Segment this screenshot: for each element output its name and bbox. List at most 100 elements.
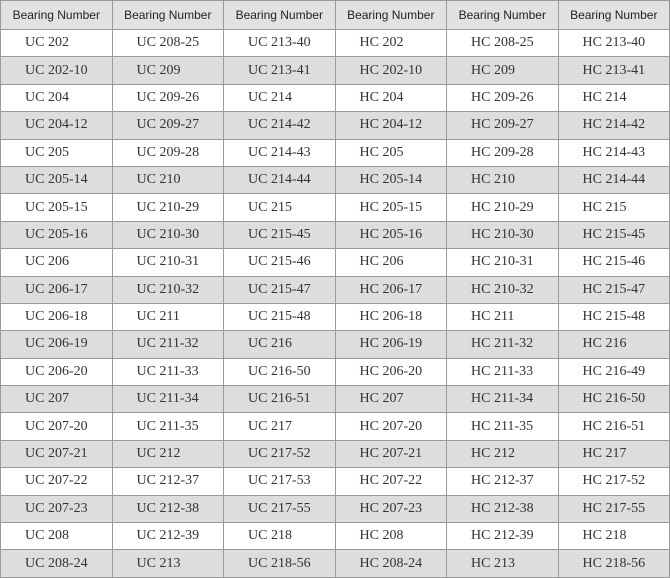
table-cell: UC 205	[0, 138, 113, 167]
table-row: UC 204-12 UC 209-27 UC 214-42 HC 204-12 HC 2…	[0, 111, 670, 140]
table-cell: UC 217-55	[223, 494, 336, 524]
table-cell: HC 209-26	[446, 83, 559, 113]
table-cell: HC 209-28	[446, 138, 559, 167]
table-cell: UC 206-19	[0, 330, 113, 359]
table-cell: UC 215	[223, 193, 336, 222]
table-row: UC 206-17 UC 210-32 UC 215-47 HC 206-17 HC 2…	[0, 275, 670, 304]
table-row: UC 205 UC 209-28 UC 214-43 HC 205 HC 209-28 H…	[0, 138, 670, 167]
table-row: UC 208-24 UC 213 UC 218-56 HC 208-24 HC 213 H…	[0, 549, 670, 578]
table-cell: HC 215-45	[557, 220, 670, 250]
table-cell: HC 210-29	[446, 193, 559, 222]
table-cell: HC 217-55	[557, 494, 670, 524]
table-cell: UC 206-17	[0, 275, 113, 304]
table-cell: UC 207-23	[0, 494, 113, 524]
table-cell: UC 204-12	[0, 111, 113, 140]
table-cell: HC 215	[557, 193, 670, 222]
table-cell: UC 210	[111, 165, 224, 195]
table-cell: HC 213	[446, 549, 559, 578]
table-cell: HC 210	[446, 165, 559, 195]
table-cell: UC 204	[0, 83, 113, 113]
table-cell: UC 206-18	[0, 302, 113, 332]
table-cell: HC 215-47	[557, 275, 670, 304]
table-cell: HC 213-40	[557, 28, 670, 58]
table-cell: HC 213-41	[557, 56, 670, 85]
table-cell: UC 207	[0, 385, 113, 414]
table-cell: UC 213	[111, 549, 224, 578]
column-header: Bearing Number	[0, 0, 113, 30]
table-row: UC 206-20 UC 211-33 UC 216-50 HC 206-20 HC 2…	[0, 357, 670, 387]
table-cell: HC 217	[557, 439, 670, 469]
table-cell: UC 215-45	[223, 220, 336, 250]
table-cell: HC 218	[557, 522, 670, 551]
table-cell: HC 211-34	[446, 385, 559, 414]
table-cell: UC 216-51	[223, 385, 336, 414]
table-cell: HC 205-16	[334, 220, 447, 250]
table-cell: HC 212-38	[446, 494, 559, 524]
table-row: UC 202-10 UC 209 UC 213-41 HC 202-10 HC 209 H…	[0, 56, 670, 85]
table-cell: HC 212	[446, 439, 559, 469]
column-header: Bearing Number	[223, 0, 336, 30]
table-cell: UC 210-30	[111, 220, 224, 250]
column-header: Bearing Number	[446, 0, 559, 30]
table-row: UC 207-23 UC 212-38 UC 217-55 HC 207-23 HC 2…	[0, 494, 670, 524]
table-cell: UC 213-41	[223, 56, 336, 85]
table-cell: UC 207-21	[0, 439, 113, 469]
table-cell: UC 211	[111, 302, 224, 332]
table-cell: UC 210-32	[111, 275, 224, 304]
column-header: Bearing Number	[557, 0, 670, 30]
table-row: UC 207-20 UC 211-35 UC 217 HC 207-20 HC 211-…	[0, 412, 670, 441]
table-cell: UC 217-53	[223, 467, 336, 496]
table-cell: UC 208	[0, 522, 113, 551]
table-cell: UC 217	[223, 412, 336, 441]
table-cell: UC 212-38	[111, 494, 224, 524]
table-cell: HC 205	[334, 138, 447, 167]
table-cell: UC 214-42	[223, 111, 336, 140]
table-cell: HC 206-20	[334, 357, 447, 387]
table-row: UC 205-15 UC 210-29 UC 215 HC 205-15 HC 210-…	[0, 193, 670, 222]
table-cell: UC 211-33	[111, 357, 224, 387]
table-cell: UC 208-25	[111, 28, 224, 58]
table-cell: HC 202-10	[334, 56, 447, 85]
table-row: UC 206-19 UC 211-32 UC 216 HC 206-19 HC 211-…	[0, 330, 670, 359]
table-row: UC 204 UC 209-26 UC 214 HC 204 HC 209-26 HC 2…	[0, 83, 670, 113]
table-cell: UC 207-22	[0, 467, 113, 496]
table-cell: HC 208-25	[446, 28, 559, 58]
table-cell: HC 207-22	[334, 467, 447, 496]
table-cell: UC 209-27	[111, 111, 224, 140]
table-row: UC 205-16 UC 210-30 UC 215-45 HC 205-16 HC 2…	[0, 220, 670, 250]
table-row: UC 207 UC 211-34 UC 216-51 HC 207 HC 211-34 H…	[0, 385, 670, 414]
table-cell: UC 212-39	[111, 522, 224, 551]
table-row: UC 208 UC 212-39 UC 218 HC 208 HC 212-39 HC 2…	[0, 522, 670, 551]
table-cell: UC 209-28	[111, 138, 224, 167]
table-cell: HC 216-50	[557, 385, 670, 414]
table-cell: UC 215-46	[223, 248, 336, 277]
table-cell: HC 216	[557, 330, 670, 359]
table-cell: UC 216	[223, 330, 336, 359]
table-cell: HC 215-48	[557, 302, 670, 332]
table-cell: UC 215-47	[223, 275, 336, 304]
table-cell: HC 207-21	[334, 439, 447, 469]
table-cell: HC 216-51	[557, 412, 670, 441]
table-cell: HC 204	[334, 83, 447, 113]
table-cell: UC 209	[111, 56, 224, 85]
table-cell: HC 214-44	[557, 165, 670, 195]
table-cell: HC 202	[334, 28, 447, 58]
table-body: UC 202 UC 208-25 UC 213-40 HC 202 HC 208-25 H…	[0, 28, 670, 578]
table-cell: HC 206-17	[334, 275, 447, 304]
table-cell: HC 212-39	[446, 522, 559, 551]
table-cell: UC 202-10	[0, 56, 113, 85]
table-cell: HC 209-27	[446, 111, 559, 140]
table-cell: HC 208	[334, 522, 447, 551]
table-cell: UC 210-29	[111, 193, 224, 222]
table-cell: HC 215-46	[557, 248, 670, 277]
table-header: Bearing Number Bearing Number Bearing Numb…	[0, 0, 670, 30]
table-cell: UC 215-48	[223, 302, 336, 332]
table-cell: UC 206-20	[0, 357, 113, 387]
table-cell: HC 210-32	[446, 275, 559, 304]
table-cell: UC 212-37	[111, 467, 224, 496]
table-cell: UC 214	[223, 83, 336, 113]
table-cell: UC 216-50	[223, 357, 336, 387]
table-cell: HC 206	[334, 248, 447, 277]
table-cell: UC 211-34	[111, 385, 224, 414]
